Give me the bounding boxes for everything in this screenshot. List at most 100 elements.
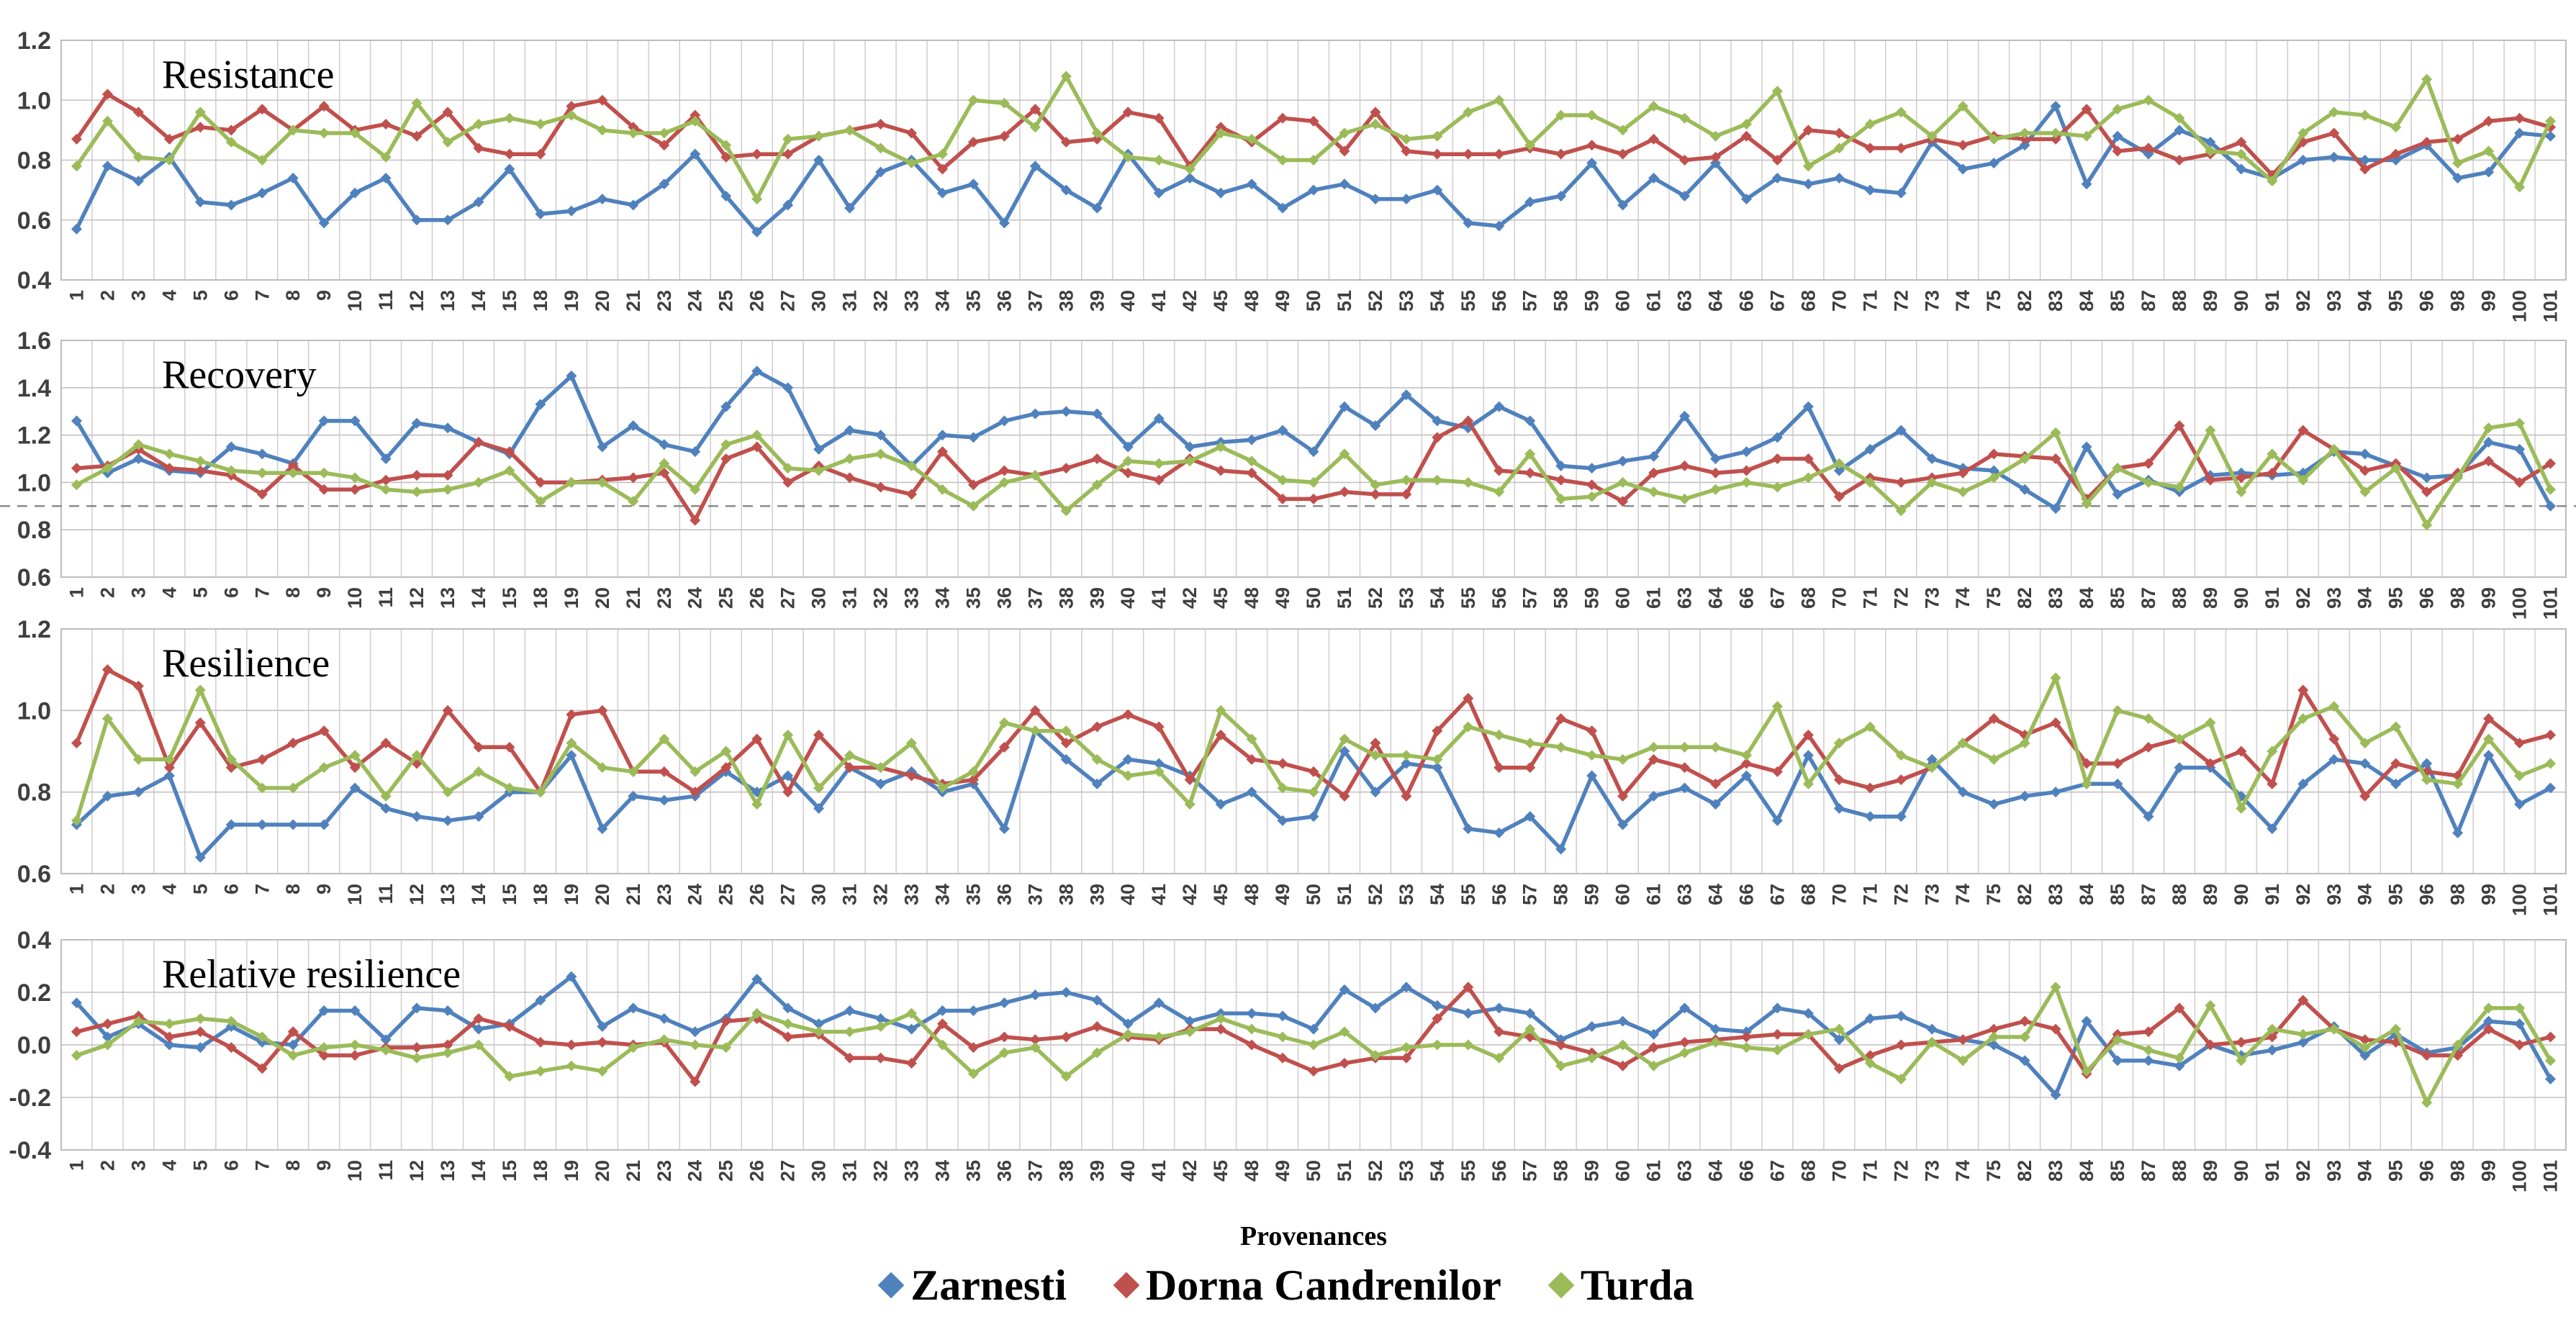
data-point-marker [2081, 104, 2092, 115]
x-tick-label: 96 [2416, 587, 2438, 609]
data-point-marker [256, 448, 268, 460]
data-point-marker [256, 104, 268, 115]
data-point-marker [597, 94, 608, 106]
data-point-marker [597, 762, 608, 774]
data-point-marker [751, 226, 763, 237]
data-point-marker [1586, 1020, 1598, 1032]
data-point-marker [1308, 1023, 1319, 1035]
data-point-marker [1370, 738, 1381, 749]
data-point-marker [1493, 729, 1505, 740]
x-tick-label: 60 [1612, 587, 1634, 609]
x-tick-label: 73 [1921, 290, 1943, 312]
data-point-marker [2359, 1042, 2371, 1054]
x-tick-label: 53 [1396, 587, 1417, 609]
x-tick-label: 92 [2292, 587, 2314, 609]
data-point-marker [1401, 1042, 1412, 1054]
data-point-marker [2545, 1031, 2557, 1043]
y-tick-label: -0.2 [9, 1084, 51, 1112]
data-point-marker [71, 997, 82, 1009]
data-point-marker [1864, 721, 1876, 733]
data-point-marker [225, 137, 237, 148]
data-point-marker [1524, 811, 1536, 823]
data-point-marker [2019, 133, 2030, 145]
data-point-marker [1432, 432, 1443, 443]
data-point-marker [1277, 155, 1288, 166]
data-point-marker [1215, 704, 1226, 716]
data-point-marker [1648, 467, 1660, 479]
data-point-marker [2112, 463, 2123, 474]
data-point-marker [1432, 753, 1443, 765]
data-point-marker [2112, 104, 2123, 115]
x-tick-label: 8 [282, 1160, 304, 1171]
data-point-marker [1493, 94, 1505, 106]
data-point-marker [504, 741, 515, 753]
data-point-marker [1308, 184, 1319, 196]
x-tick-label: 14 [468, 290, 489, 312]
data-point-marker [1926, 453, 1938, 464]
data-point-marker [2205, 758, 2216, 769]
data-point-marker [1833, 802, 1845, 814]
data-point-marker [1246, 133, 1257, 145]
data-point-marker [659, 733, 670, 745]
data-point-marker [936, 1039, 948, 1051]
data-point-marker [287, 819, 299, 830]
data-point-marker [1833, 774, 1845, 786]
x-tick-label: 96 [2416, 884, 2438, 905]
data-point-marker [2143, 713, 2154, 725]
x-tick-label: 27 [777, 884, 799, 905]
x-tick-label: 73 [1921, 587, 1943, 609]
data-point-marker [163, 762, 175, 774]
x-tick-label: 32 [870, 587, 892, 609]
data-point-marker [1988, 158, 1999, 169]
data-point-marker [2267, 448, 2278, 460]
x-tick-label: 6 [220, 884, 242, 894]
data-point-marker [1463, 982, 1474, 993]
data-point-marker [2452, 158, 2464, 169]
data-point-marker [782, 148, 794, 160]
data-point-marker [1586, 158, 1598, 169]
x-tick-label: 61 [1643, 884, 1665, 905]
data-point-marker [1370, 750, 1381, 761]
x-tick-label: 89 [2200, 1160, 2221, 1182]
data-point-marker [720, 140, 732, 151]
x-tick-label: 51 [1334, 290, 1355, 312]
x-tick-label: 58 [1550, 290, 1572, 312]
data-point-marker [936, 484, 948, 495]
data-point-marker [163, 133, 175, 145]
data-point-marker [1091, 1020, 1103, 1032]
data-point-marker [813, 782, 825, 794]
data-point-marker [597, 1066, 608, 1077]
data-point-marker [2421, 774, 2433, 786]
data-point-marker [1833, 458, 1845, 469]
data-point-marker [782, 463, 794, 474]
x-tick-label: 56 [1488, 884, 1510, 905]
series-dorna-candrenilor [71, 415, 2557, 526]
data-point-marker [1029, 1034, 1041, 1046]
data-point-marker [411, 486, 422, 498]
x-tick-label: 89 [2200, 290, 2221, 312]
data-point-marker [101, 664, 113, 676]
data-point-marker [2328, 753, 2340, 765]
data-point-marker [2421, 1050, 2433, 1061]
x-tick-label: 101 [2540, 884, 2562, 916]
data-point-marker [1802, 1028, 1814, 1040]
data-point-marker [875, 1013, 887, 1024]
data-point-marker [2050, 787, 2061, 798]
data-point-marker [2112, 704, 2123, 716]
data-point-marker [1339, 486, 1350, 498]
data-point-marker [1463, 148, 1474, 160]
data-point-marker [1463, 415, 1474, 427]
data-point-marker [2174, 124, 2185, 136]
data-point-marker [1401, 750, 1412, 761]
data-point-marker [2205, 1039, 2216, 1051]
data-point-marker [2452, 172, 2464, 184]
x-tick-label: 88 [2169, 290, 2190, 312]
x-tick-label: 57 [1519, 884, 1541, 905]
data-point-marker [1277, 112, 1288, 124]
data-point-marker [936, 1005, 948, 1017]
data-point-marker [2328, 733, 2340, 745]
x-tick-label: 40 [1117, 587, 1139, 609]
data-point-marker [1091, 753, 1103, 765]
data-point-marker [1308, 446, 1319, 458]
data-point-marker [1586, 1052, 1598, 1064]
